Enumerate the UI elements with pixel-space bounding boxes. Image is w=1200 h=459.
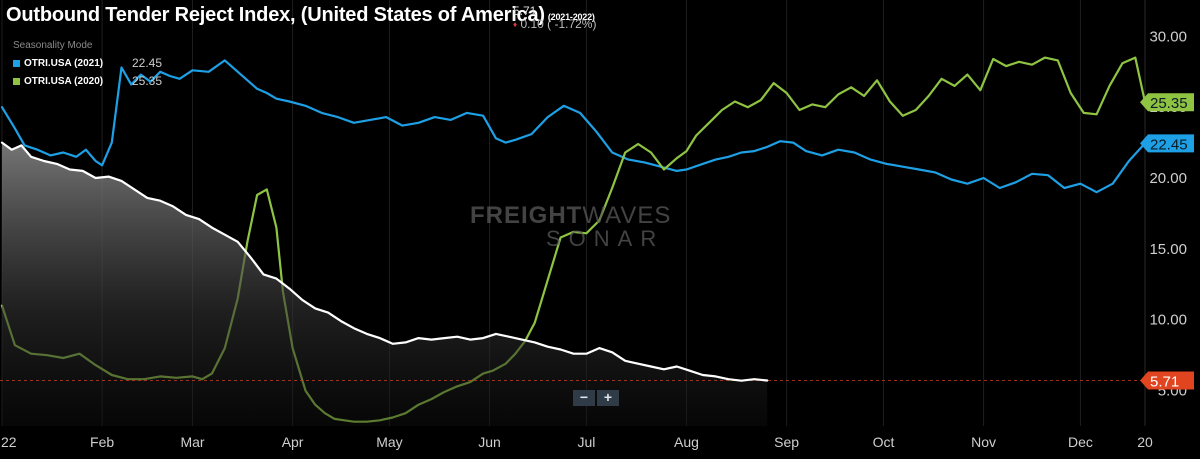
value-badge: 22.45: [1140, 134, 1194, 153]
zoom-out-button[interactable]: −: [573, 390, 595, 406]
x-tick-label: Oct: [873, 434, 895, 450]
legend-value-2021: 22.45: [132, 56, 163, 70]
x-tick-label: Aug: [674, 434, 699, 450]
value-badge-label: 5.71: [1150, 374, 1179, 391]
value-badge-shape: [1140, 371, 1194, 390]
legend-name-2021: OTRI.USA (2021): [24, 57, 104, 69]
x-tick-label: 22: [1, 434, 17, 450]
down-arrow-icon: ♦: [513, 20, 518, 29]
legend-item-2021[interactable]: OTRI.USA (2021) 22.45: [13, 56, 162, 70]
value-badge-shape: [1140, 134, 1194, 153]
x-tick-label: Jul: [577, 434, 595, 450]
x-tick-label: Feb: [90, 434, 114, 450]
legend-name-2020: OTRI.USA (2020): [24, 75, 104, 87]
x-tick-label: May: [376, 434, 402, 450]
chart-title-text: Outbound Tender Reject Index, (United St…: [6, 4, 545, 26]
value-badge-shape: [1140, 93, 1194, 112]
grid: [1, 0, 1146, 426]
value-badge-label: 22.45: [1150, 136, 1188, 153]
current-stat: 5.71 ♦ 0.10 ( -1.72%): [513, 5, 596, 31]
series-area-otri-2022: [2, 142, 768, 426]
current-value: 5.71: [513, 4, 537, 18]
legend-item-2020[interactable]: OTRI.USA (2020) 25.35: [13, 74, 162, 88]
x-tick-label: Jun: [478, 434, 501, 450]
y-tick-label: 20.00: [1149, 170, 1187, 187]
y-tick-label: 30.00: [1149, 28, 1187, 45]
x-tick-label: Dec: [1068, 434, 1093, 450]
legend-value-2020: 25.35: [132, 74, 163, 88]
legend-swatch-2021: [13, 59, 20, 67]
x-tick-label: Mar: [180, 434, 204, 450]
chart-title: Outbound Tender Reject Index, (United St…: [6, 4, 595, 27]
value-badge-label: 25.35: [1150, 95, 1188, 112]
series-line-otri-usa-2021: [0, 59, 1147, 194]
x-tick-label: Nov: [971, 434, 996, 450]
series-layer: [0, 56, 1147, 426]
zoom-in-button[interactable]: +: [597, 390, 619, 406]
x-axis: 22 Feb Mar Apr May Jun Jul Aug Sep Oct Nov Dec 20: [1, 434, 1153, 450]
value-badge: 25.35: [1140, 93, 1194, 112]
value-badges: 25.35 22.45 5.71: [1140, 93, 1194, 391]
x-tick-label: Apr: [282, 434, 304, 450]
y-tick-label: 10.00: [1149, 312, 1187, 329]
x-tick-label: Sep: [774, 434, 799, 450]
legend-swatch-2020: [13, 77, 20, 85]
chart-title-range: (2021-2022): [547, 12, 595, 22]
x-tick-label: 20: [1137, 434, 1153, 450]
value-badge: 5.71: [1140, 371, 1194, 391]
change-value: 0.10 ( -1.72%): [520, 17, 597, 31]
series-line-otri-2022: [0, 141, 769, 382]
y-tick-label: 15.00: [1149, 241, 1187, 258]
seasonality-mode-label[interactable]: Seasonality Mode: [13, 40, 93, 51]
zoom-controls: − +: [573, 390, 621, 406]
